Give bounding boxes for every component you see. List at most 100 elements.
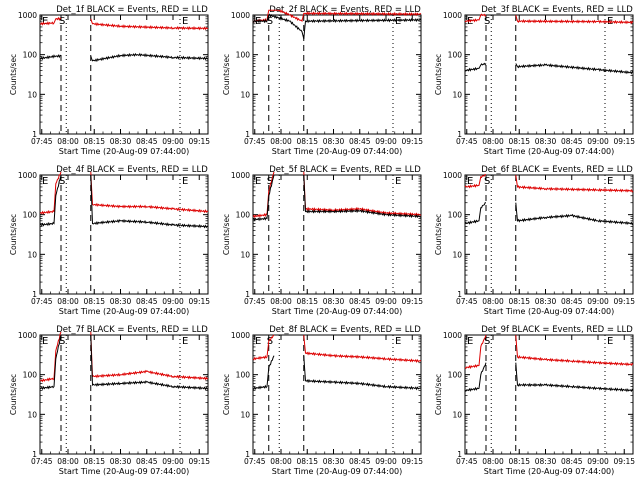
chart-panel-7: Det_7f BLACK = Events, RED = LLD 1 10 100 10… <box>9 325 210 476</box>
chart-title: Det_5f BLACK = Events, RED = LLD <box>269 165 421 175</box>
region-annotation: S <box>484 176 490 187</box>
y-tick-label: 1 <box>245 130 250 139</box>
y-tick-label: 100 <box>23 371 38 380</box>
x-tick-label: 09:15 <box>613 297 635 306</box>
x-tick-label: 09:00 <box>587 137 609 146</box>
y-tick-label: 10 <box>240 250 250 259</box>
chart-panel-1: Det_1f BLACK = Events, RED = LLD 1 10 100 10… <box>9 5 210 156</box>
y-axis-label: Counts/sec <box>9 374 18 415</box>
x-tick-label: 08:45 <box>136 137 158 146</box>
chart-title: Det_4f BLACK = Events, RED = LLD <box>56 165 208 175</box>
y-tick-label: 1 <box>32 450 37 459</box>
y-tick-label: 100 <box>448 211 463 220</box>
chart-title: Det_3f BLACK = Events, RED = LLD <box>481 5 633 15</box>
events-series-line <box>39 174 62 227</box>
x-tick-label: 08:00 <box>57 297 79 306</box>
lld-series-line <box>515 14 634 25</box>
x-tick-label: 09:15 <box>188 457 210 466</box>
y-tick-label: 10 <box>452 410 462 419</box>
x-tick-label: 09:15 <box>188 297 210 306</box>
plot-frame <box>252 14 422 135</box>
x-tick-label: 08:30 <box>323 297 345 306</box>
y-axis-label: Counts/sec <box>222 374 231 415</box>
y-tick-label: 1000 <box>443 11 462 20</box>
y-tick-label: 1000 <box>231 331 250 340</box>
chart-panel-3: Det_3f BLACK = Events, RED = LLD 1 10 100 10… <box>434 5 635 156</box>
y-tick-label: 1 <box>457 130 462 139</box>
x-tick-label: 09:15 <box>401 297 423 306</box>
x-tick-label: 08:45 <box>349 137 371 146</box>
x-tick-label: 09:15 <box>613 457 635 466</box>
region-annotation: E <box>607 176 613 187</box>
x-tick-label: 08:00 <box>482 137 504 146</box>
lld-series-line <box>464 173 487 189</box>
events-series-line <box>90 174 209 229</box>
x-tick-label: 07:45 <box>456 297 478 306</box>
events-series-line <box>39 54 62 61</box>
lld-series-line <box>90 18 209 31</box>
events-series-line <box>515 362 634 393</box>
x-tick-label: 08:00 <box>482 297 504 306</box>
chart-panel-6: Det_6f BLACK = Events, RED = LLD 1 10 100 10… <box>434 165 635 316</box>
y-tick-label: 10 <box>452 250 462 259</box>
region-annotation: S <box>59 16 65 27</box>
region-annotation: E <box>182 16 188 27</box>
chart-panel-2: Det_2f BLACK = Events, RED = LLD 1 10 100 10… <box>222 5 423 156</box>
y-axis-label: Counts/sec <box>9 214 18 255</box>
chart-title: Det_2f BLACK = Events, RED = LLD <box>269 5 421 15</box>
region-annotation: S <box>484 336 490 347</box>
y-tick-label: 1000 <box>443 171 462 180</box>
region-annotation: E <box>182 336 188 347</box>
x-tick-label: 08:30 <box>323 137 345 146</box>
y-axis-label: Counts/sec <box>222 214 231 255</box>
x-tick-label: 08:30 <box>535 297 557 306</box>
region-annotation: E <box>42 176 48 187</box>
lld-series-line <box>39 331 62 383</box>
y-axis-label: Counts/sec <box>222 54 231 95</box>
y-tick-label: 100 <box>448 51 463 60</box>
region-annotation: E <box>42 336 48 347</box>
lld-series-line <box>515 334 634 367</box>
x-tick-label: 09:00 <box>375 137 397 146</box>
x-tick-label: 08:15 <box>83 137 105 146</box>
y-tick-label: 1 <box>457 290 462 299</box>
x-tick-label: 08:15 <box>296 297 318 306</box>
events-series-line <box>39 334 62 391</box>
y-tick-label: 1 <box>32 130 37 139</box>
x-tick-label: 07:45 <box>31 137 53 146</box>
region-annotation: S <box>267 176 273 187</box>
x-tick-label: 08:30 <box>535 457 557 466</box>
x-tick-label: 07:45 <box>31 457 53 466</box>
x-tick-label: 09:00 <box>162 297 184 306</box>
lld-series-line <box>39 16 62 26</box>
events-series-line <box>90 334 209 391</box>
region-annotation: E <box>255 336 261 347</box>
events-series-line <box>464 362 487 392</box>
x-axis-label: Start Time (20-Aug-09 07:44:00) <box>484 147 615 156</box>
y-tick-label: 100 <box>236 211 251 220</box>
x-axis-label: Start Time (20-Aug-09 07:44:00) <box>272 307 403 316</box>
x-tick-label: 09:15 <box>188 137 210 146</box>
chart-title: Det_9f BLACK = Events, RED = LLD <box>481 325 633 335</box>
x-tick-label: 08:15 <box>83 457 105 466</box>
chart-panel-5: Det_5f BLACK = Events, RED = LLD 1 10 100 10… <box>222 165 423 316</box>
events-series-line <box>303 174 422 219</box>
x-tick-label: 08:00 <box>57 457 79 466</box>
x-tick-label: 07:45 <box>456 137 478 146</box>
y-tick-label: 10 <box>27 250 37 259</box>
x-tick-label: 08:45 <box>349 297 371 306</box>
plot-frame <box>39 14 209 135</box>
x-tick-label: 09:00 <box>162 137 184 146</box>
y-tick-label: 100 <box>236 51 251 60</box>
x-tick-label: 08:45 <box>136 457 158 466</box>
x-tick-label: 08:45 <box>561 137 583 146</box>
events-series-line <box>464 62 487 72</box>
x-axis-label: Start Time (20-Aug-09 07:44:00) <box>484 467 615 476</box>
x-axis-label: Start Time (20-Aug-09 07:44:00) <box>59 147 190 156</box>
x-tick-label: 09:00 <box>587 457 609 466</box>
region-annotation: S <box>59 336 65 347</box>
plot-frame <box>464 334 634 455</box>
x-tick-label: 09:00 <box>162 457 184 466</box>
y-tick-label: 100 <box>23 211 38 220</box>
